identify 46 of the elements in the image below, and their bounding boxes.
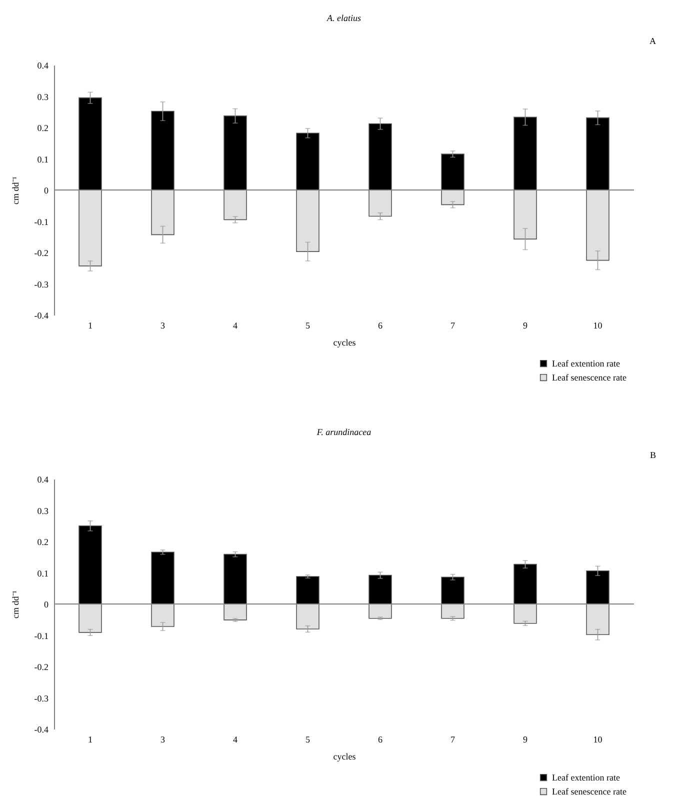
x-tick-label: 1 (88, 320, 92, 330)
x-tick-label: 6 (378, 320, 383, 330)
legend-label: Leaf extention rate (552, 772, 620, 782)
legend-label: Leaf extention rate (552, 358, 620, 368)
x-tick-label: 10 (593, 320, 603, 330)
y-tick-label: 0.3 (37, 506, 49, 516)
text: A (650, 36, 656, 46)
y-tick-label: -0.1 (34, 216, 48, 227)
x-tick-label: 4 (233, 734, 238, 744)
y-tick-label: -0.1 (34, 630, 48, 641)
y-tick-label: 0.1 (37, 568, 48, 578)
y-tick-label: 0.4 (37, 474, 49, 484)
text: B (650, 450, 656, 460)
x-tick-label: 9 (523, 320, 528, 330)
x-tick-label: 3 (160, 734, 166, 744)
y-tick-label: -0.2 (34, 662, 48, 672)
y-tick-label: -0.4 (34, 724, 49, 734)
x-tick-label: 3 (160, 320, 166, 330)
x-tick-label: 4 (233, 320, 238, 330)
y-axis-title: cm dd⁻¹ (10, 176, 20, 204)
y-tick-label: 0.2 (37, 537, 48, 547)
y-tick-label: -0.3 (34, 279, 49, 290)
x-tick-label: 1 (88, 734, 92, 744)
x-axis-title: cycles (333, 338, 356, 348)
x-tick-label: 5 (306, 734, 310, 744)
y-tick-label: 0.4 (37, 60, 49, 70)
chart-title: A. elatius (326, 13, 362, 23)
y-tick-label: -0.4 (34, 310, 49, 320)
x-tick-label: 7 (450, 320, 456, 330)
y-tick-label: -0.3 (34, 693, 49, 704)
y-tick-label: -0.2 (34, 248, 48, 258)
x-tick-label: 5 (306, 320, 310, 330)
x-axis-title: cycles (333, 752, 356, 762)
legend-label: Leaf senescence rate (552, 372, 626, 382)
x-tick-label: 10 (593, 734, 603, 744)
y-tick-label: 0 (44, 600, 49, 610)
x-tick-label: 9 (523, 734, 528, 744)
x-tick-label: 6 (378, 734, 383, 744)
y-tick-label: 0.2 (37, 123, 48, 133)
y-tick-label: 0 (44, 186, 49, 196)
y-tick-label: 0.3 (37, 92, 49, 102)
x-tick-label: 7 (450, 734, 456, 744)
chart-title: F. arundinacea (316, 427, 372, 437)
legend-label: Leaf senescence rate (552, 786, 626, 796)
y-axis-title: cm dd⁻¹ (10, 590, 20, 618)
y-tick-label: 0.1 (37, 154, 48, 164)
